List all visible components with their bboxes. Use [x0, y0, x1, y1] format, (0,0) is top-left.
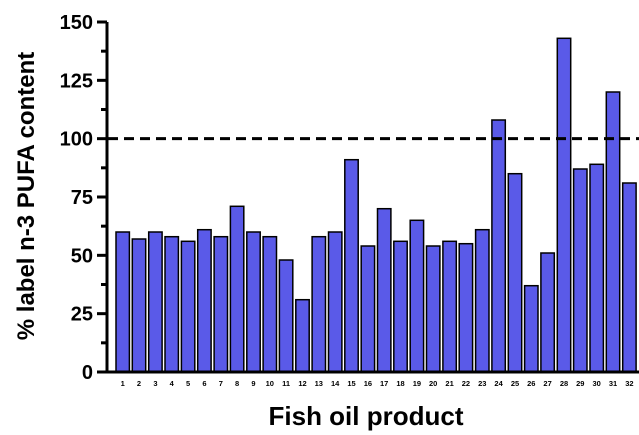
x-tick-label: 29	[576, 379, 584, 388]
y-tick-label: 150	[60, 12, 93, 34]
x-tick-label: 8	[235, 379, 239, 388]
bar-24	[491, 119, 507, 373]
x-tick-label: 13	[315, 379, 323, 388]
y-axis: 0 25 50 75 100 125 150	[60, 12, 109, 384]
bar-31	[605, 91, 621, 373]
bar-12	[295, 298, 310, 373]
x-tick-label: 25	[511, 379, 519, 388]
x-tick-label: 21	[445, 379, 453, 388]
x-tick-label: 17	[380, 379, 388, 388]
y-tick-label: 0	[82, 362, 93, 384]
bar-32	[621, 182, 637, 373]
x-tick-label: 24	[494, 379, 503, 388]
bar-13	[311, 235, 327, 373]
y-tick-label: 100	[60, 129, 93, 151]
bar-17	[376, 207, 392, 373]
x-tick-label: 1	[121, 379, 125, 388]
x-tick-label: 7	[219, 379, 223, 388]
x-axis: 1 2 3 4 5 6 7 8 9 10 11 12 13 14 15 16 17 18 19 20 21 22 23 24 2…	[106, 370, 639, 388]
bar-1	[115, 231, 131, 373]
bar-22	[458, 242, 474, 373]
bar-6	[196, 228, 212, 373]
y-axis-title: % label n-3 PUFA content	[13, 52, 40, 340]
x-tick-label: 30	[593, 379, 601, 388]
bar-5	[180, 240, 196, 373]
bar-8	[229, 205, 245, 373]
x-tick-label: 32	[625, 379, 633, 388]
bar-20	[425, 245, 441, 373]
x-tick-label: 19	[413, 379, 421, 388]
bar-16	[360, 245, 376, 373]
x-tick-label: 11	[282, 379, 290, 388]
x-tick-label: 12	[298, 379, 306, 388]
x-tick-label: 2	[137, 379, 141, 388]
x-tick-label: 16	[364, 379, 372, 388]
bar-11	[278, 259, 294, 373]
bar-29	[572, 168, 588, 373]
bar-30	[589, 163, 605, 373]
x-tick-label: 5	[186, 379, 190, 388]
bar-3	[147, 231, 163, 373]
bar-2	[131, 238, 147, 373]
bar-18	[393, 240, 408, 373]
x-tick-label: 27	[543, 379, 551, 388]
y-tick-label: 125	[60, 70, 93, 92]
bar-21	[442, 240, 458, 373]
x-tick-label: 18	[396, 379, 404, 388]
bar-10	[262, 235, 278, 373]
x-tick-label: 6	[202, 379, 206, 388]
bar-23	[474, 228, 490, 373]
y-tick-label: 50	[71, 245, 93, 267]
x-tick-label: 4	[170, 379, 175, 388]
bar-15	[344, 158, 359, 373]
x-axis-title: Fish oil product	[269, 401, 464, 431]
bar-19	[409, 219, 425, 373]
bar-7	[213, 235, 229, 373]
x-tick-label: 28	[560, 379, 568, 388]
x-tick-label: 3	[153, 379, 157, 388]
bar-14	[327, 231, 343, 373]
x-tick-label: 14	[331, 379, 340, 388]
bar-9	[246, 231, 261, 373]
x-tick-label: 26	[527, 379, 535, 388]
y-tick-label: 75	[71, 187, 93, 209]
x-tick-label: 10	[266, 379, 274, 388]
bar-26	[523, 284, 539, 373]
bar-4	[164, 235, 180, 373]
x-tick-label: 31	[609, 379, 617, 388]
bar-27	[540, 252, 556, 373]
bar-28	[556, 37, 572, 373]
x-tick-label: 15	[347, 379, 355, 388]
x-tick-label: 20	[429, 379, 437, 388]
y-tick-label: 25	[71, 304, 93, 326]
x-tick-label: 22	[462, 379, 470, 388]
x-tick-label: 9	[251, 379, 255, 388]
bars-group	[115, 37, 637, 373]
bar-25	[507, 172, 523, 373]
x-tick-label: 23	[478, 379, 486, 388]
